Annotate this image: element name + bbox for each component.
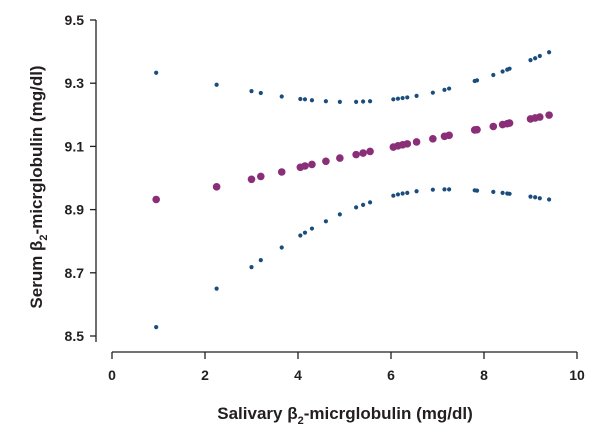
lower-band-point bbox=[249, 265, 254, 270]
upper-band-point bbox=[354, 99, 359, 104]
upper-band-point bbox=[442, 87, 447, 92]
y-axis-title: Serum β2-micrglobulin (mg/dl) bbox=[27, 65, 50, 308]
lower-band-point bbox=[507, 191, 512, 196]
fit-point bbox=[277, 168, 286, 176]
upper-band-point bbox=[430, 90, 435, 95]
lower-band-point bbox=[547, 197, 552, 202]
lower-band-point bbox=[442, 187, 447, 192]
fit-point bbox=[473, 125, 481, 134]
lower-band-point bbox=[395, 192, 401, 197]
fit-point bbox=[412, 138, 421, 146]
upper-band-point bbox=[279, 94, 284, 99]
upper-band-point bbox=[361, 99, 366, 104]
fit-point bbox=[212, 183, 221, 191]
x-axis: 0 2 4 6 8 10 bbox=[108, 351, 585, 383]
lower-band-point bbox=[400, 191, 405, 196]
lower-band-point bbox=[361, 202, 366, 207]
y-tick-label: 9.3 bbox=[65, 75, 85, 91]
lower-band-point bbox=[537, 196, 542, 201]
upper-band-point bbox=[447, 86, 452, 91]
lower-band-point bbox=[474, 188, 480, 193]
fit-point bbox=[489, 122, 498, 131]
lower-band-point bbox=[405, 190, 410, 195]
x-tick-label: 10 bbox=[569, 367, 585, 383]
upper-band-point bbox=[547, 50, 552, 55]
upper-band-point bbox=[395, 96, 401, 101]
lower-band-point bbox=[309, 226, 315, 231]
upper-band-point bbox=[405, 95, 410, 100]
y-tick-label: 8.9 bbox=[65, 202, 85, 218]
upper-band-point bbox=[491, 72, 496, 78]
fit-point bbox=[445, 131, 453, 140]
y-tick-label: 9.1 bbox=[65, 138, 85, 154]
fit-point bbox=[247, 175, 256, 184]
upper-band-point bbox=[337, 99, 342, 104]
fit-point bbox=[359, 149, 367, 157]
fit-point bbox=[505, 119, 514, 127]
upper-band-point bbox=[533, 56, 538, 61]
x-axis-title: Salivary β2-micrglobulin (mg/dl) bbox=[217, 404, 473, 427]
fit-point bbox=[366, 147, 374, 156]
fit-point bbox=[336, 154, 344, 162]
upper-band-point bbox=[258, 90, 263, 96]
y-tick-label: 9.5 bbox=[65, 12, 85, 28]
fit-point bbox=[545, 111, 553, 119]
upper-band-point bbox=[391, 97, 396, 102]
fit-point bbox=[257, 172, 265, 181]
lower-band-point bbox=[430, 187, 435, 192]
fit-point bbox=[301, 162, 309, 170]
upper-band-point bbox=[367, 99, 373, 104]
lower-band-point bbox=[302, 230, 308, 235]
lower-band-point bbox=[528, 194, 533, 199]
y-tick-label: 8.7 bbox=[65, 265, 85, 281]
y-axis: 8.5 8.7 8.9 9.1 9.3 9.5 bbox=[65, 12, 97, 344]
upper-band-point bbox=[507, 66, 512, 71]
lower-band-point bbox=[154, 325, 159, 330]
y-tick-label: 8.5 bbox=[65, 328, 85, 344]
lower-band-point bbox=[533, 195, 538, 200]
upper-band-point bbox=[500, 69, 505, 74]
upper-band-point bbox=[414, 93, 419, 98]
fit-point bbox=[536, 113, 544, 121]
upper-band-point bbox=[528, 58, 533, 63]
lower-band-point bbox=[214, 286, 219, 291]
upper-band-point bbox=[400, 95, 405, 101]
lower-band-point bbox=[298, 233, 303, 238]
lower-band-point bbox=[491, 189, 496, 195]
lower-band-point bbox=[367, 200, 373, 205]
series-layer bbox=[152, 50, 553, 330]
x-tick-label: 8 bbox=[480, 367, 488, 383]
upper-band-point bbox=[298, 96, 303, 102]
lower-band-point bbox=[500, 190, 505, 195]
upper-band-point bbox=[474, 78, 480, 83]
lower-band-point bbox=[279, 245, 284, 250]
x-tick-label: 0 bbox=[108, 367, 116, 383]
x-tick-label: 6 bbox=[387, 367, 395, 383]
upper-band-point bbox=[214, 82, 219, 87]
lower-band-point bbox=[323, 219, 328, 224]
upper-band-point bbox=[154, 70, 159, 75]
lower-band-point bbox=[447, 187, 452, 192]
fit-point bbox=[352, 150, 360, 159]
upper-band-point bbox=[537, 53, 542, 59]
fit-point bbox=[429, 135, 437, 143]
upper-band-point bbox=[302, 97, 308, 102]
fit-point bbox=[322, 157, 330, 166]
upper-band-point bbox=[249, 89, 254, 94]
fit-point bbox=[403, 140, 412, 148]
fit-point bbox=[308, 160, 316, 169]
x-tick-label: 4 bbox=[294, 367, 302, 383]
fit-point bbox=[152, 195, 160, 204]
upper-band-point bbox=[309, 98, 315, 103]
lower-band-point bbox=[337, 212, 342, 217]
upper-band-point bbox=[323, 99, 328, 104]
lower-band-point bbox=[391, 193, 396, 198]
lower-band-point bbox=[258, 258, 263, 263]
lower-band-point bbox=[414, 189, 419, 194]
x-tick-label: 2 bbox=[201, 367, 209, 383]
lower-band-point bbox=[354, 205, 359, 210]
